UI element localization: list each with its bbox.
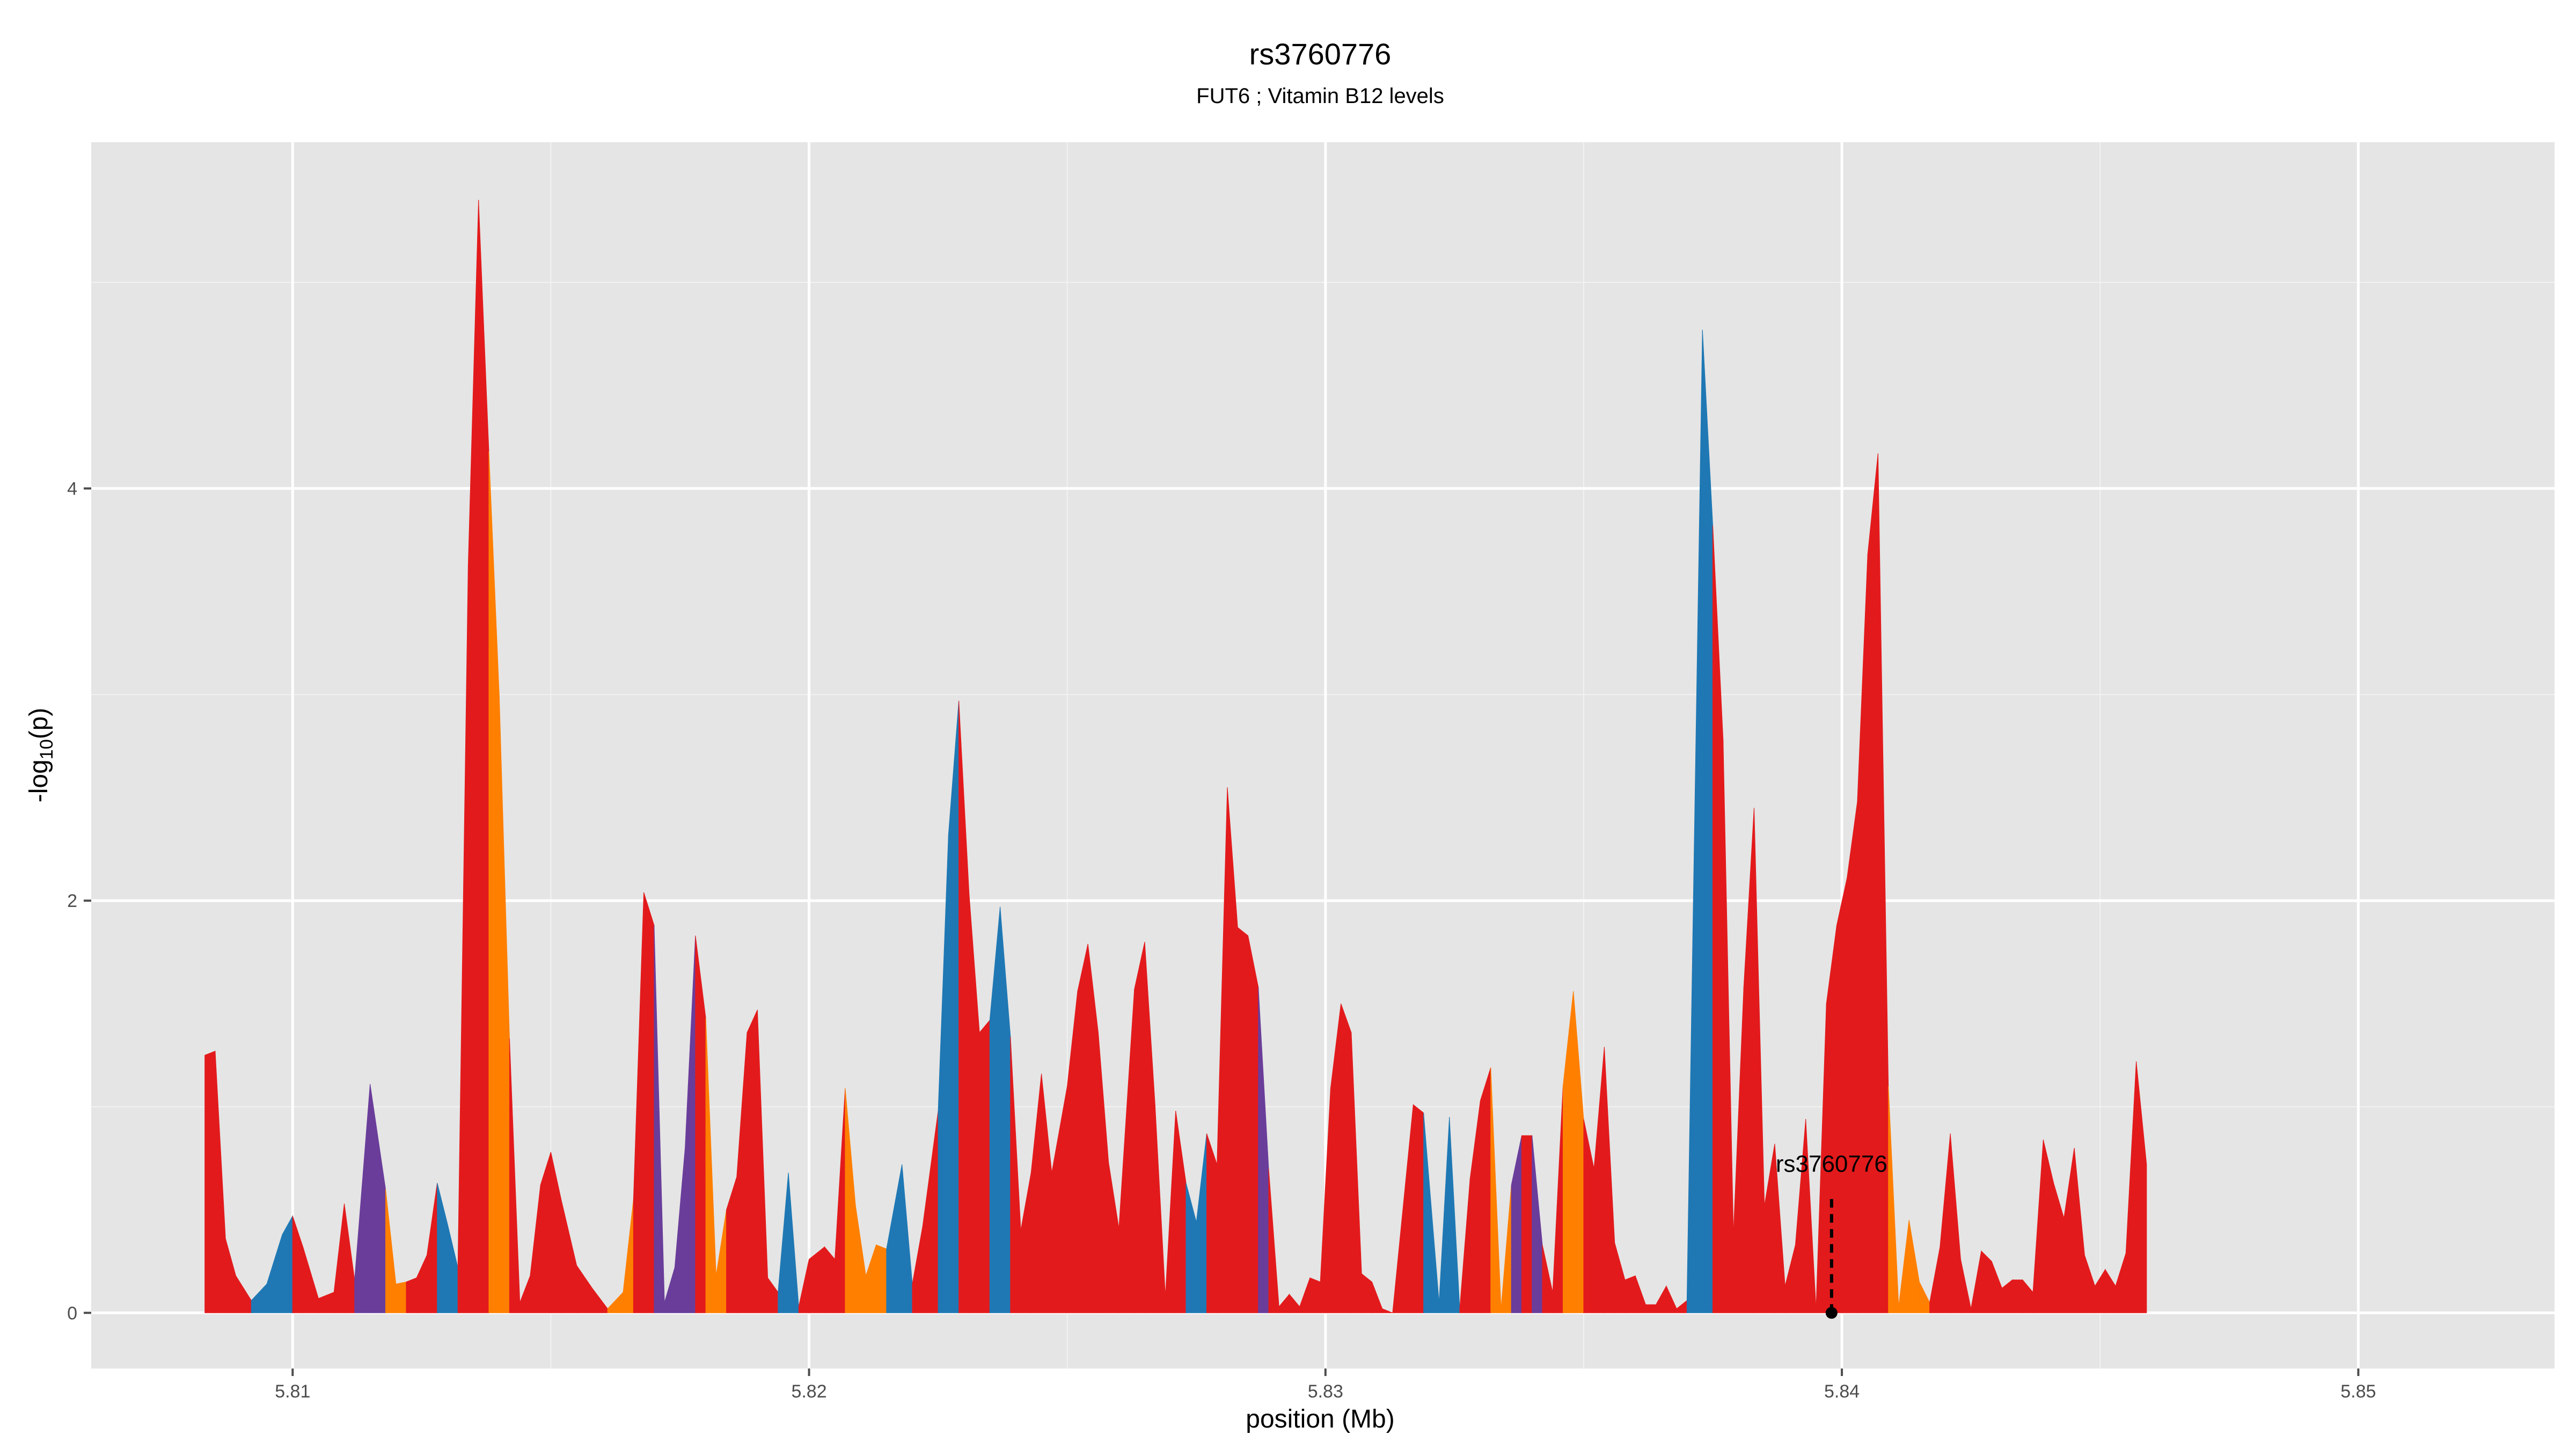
area-segment [1237,927,1248,1313]
area-segment [204,1050,216,1313]
area-segment [1413,1104,1424,1313]
area-segment [1247,935,1259,1313]
area-segment [979,1019,990,1313]
area-segment [1867,453,1878,1313]
area-segment [1134,941,1145,1313]
x-tick-label: 5.85 [2340,1381,2376,1402]
lead-snp-annotation: rs3760776 [1776,1151,1887,1319]
x-tick-label: 5.84 [1824,1381,1860,1402]
chart-subtitle: FUT6 ; Vitamin B12 levels [1196,84,1444,108]
chart-title: rs3760776 [1249,37,1392,71]
x-axis-title: position (Mb) [1246,1405,1394,1433]
y-axis-title-subscript: 10 [36,739,57,759]
area-segment [1847,801,1858,1313]
area-segment [1624,1275,1636,1313]
area-segment [643,892,655,1313]
x-axis: 5.81 5.82 5.83 5.84 5.85 [275,1368,2376,1402]
lead-snp-label: rs3760776 [1776,1151,1887,1177]
area-segment [747,1009,758,1313]
area-segment [406,1277,417,1313]
area-segment [876,1244,887,1313]
y-tick-label: 2 [67,891,77,911]
area-segment [1645,1304,1657,1313]
area-segment [1309,1277,1321,1313]
area-segment [1206,1133,1218,1313]
y-axis-title-tail: (p) [25,708,53,740]
y-axis: 0 2 4 [67,479,91,1323]
area-segment [2012,1279,2023,1313]
x-tick-label: 5.82 [791,1381,826,1402]
area-segment [1382,1308,1393,1313]
area-segment [1521,1135,1533,1313]
y-tick-label: 4 [67,479,77,499]
area-segment [1480,1067,1491,1313]
lead-snp-point [1825,1307,1838,1319]
x-tick-label: 5.81 [275,1381,310,1402]
area-segment [396,1282,407,1313]
area-segment [2136,1061,2147,1313]
signal-area [204,200,2147,1313]
y-axis-title-main: -log [25,759,53,802]
x-tick-label: 5.83 [1308,1381,1343,1402]
area-segment [1077,943,1088,1313]
area-segment [1981,1250,1992,1313]
y-axis-title: -log10(p) [25,708,57,803]
y-tick-label: 0 [67,1303,77,1323]
area-segment [1836,877,1848,1313]
area-segment [1341,1004,1352,1313]
